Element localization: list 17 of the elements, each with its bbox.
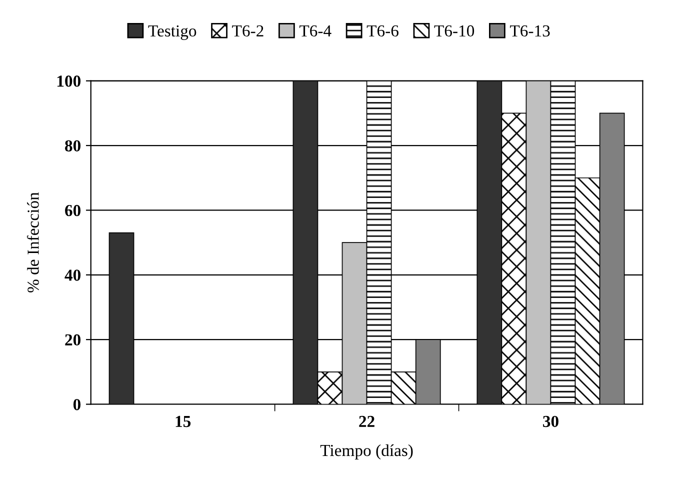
y-tick-label: 0 bbox=[73, 398, 80, 410]
legend-label: Testigo bbox=[148, 25, 196, 40]
x-tick-label: 22 bbox=[359, 416, 374, 427]
legend-label: T6-2 bbox=[232, 25, 264, 37]
legend-label: T6-13 bbox=[510, 25, 550, 37]
y-tick-label: 40 bbox=[64, 270, 80, 281]
y-tick-label: 60 bbox=[65, 204, 80, 216]
x-tick-label: 30 bbox=[543, 416, 558, 428]
x-tick-label: 15 bbox=[176, 416, 191, 428]
x-axis-title: Tiempo (días) bbox=[320, 444, 413, 460]
y-tick-label: 20 bbox=[65, 334, 80, 346]
legend-label: T6-6 bbox=[366, 25, 398, 37]
legend-label: T6-4 bbox=[299, 25, 332, 37]
legend-label: T6-10 bbox=[434, 25, 474, 37]
y-tick-label: 100 bbox=[57, 76, 80, 87]
y-axis-title: % de Infección bbox=[26, 192, 39, 292]
y-tick-label: 80 bbox=[65, 140, 80, 152]
